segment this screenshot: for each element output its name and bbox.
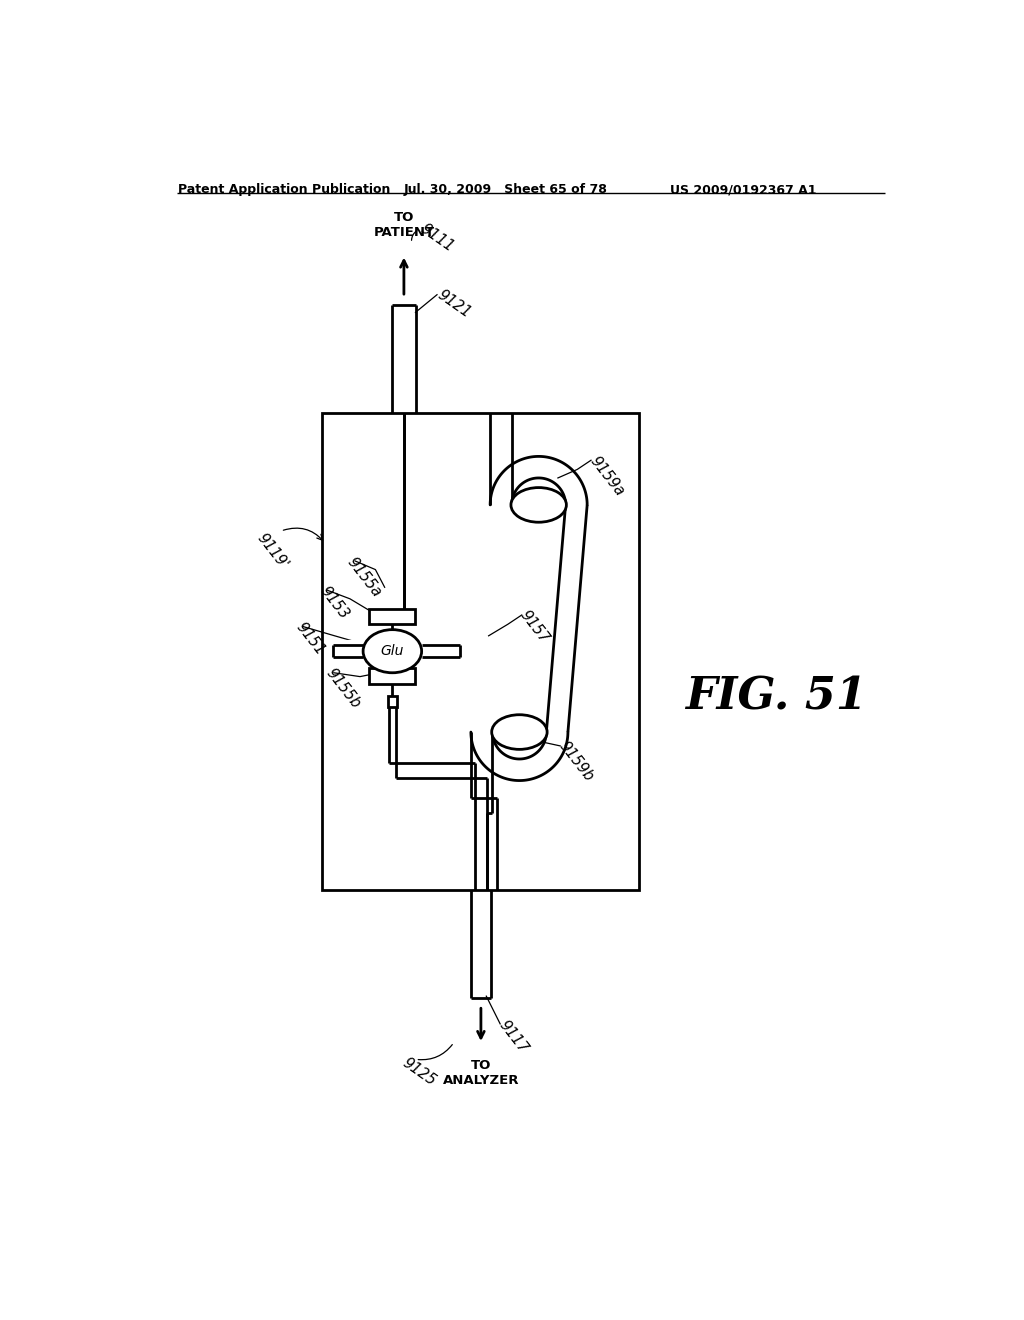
Text: 9119': 9119'	[254, 531, 291, 573]
Text: 9151: 9151	[293, 619, 327, 659]
Text: FIG. 51: FIG. 51	[685, 676, 867, 719]
Text: 9125: 9125	[399, 1055, 438, 1088]
Ellipse shape	[364, 630, 422, 673]
Text: TO
PATIENT: TO PATIENT	[374, 211, 434, 239]
Bar	[370, 668, 416, 684]
Ellipse shape	[511, 487, 566, 523]
Text: Glu: Glu	[381, 644, 404, 659]
Text: 9155a: 9155a	[344, 554, 384, 599]
Bar	[388, 696, 397, 706]
Bar	[370, 609, 416, 624]
Ellipse shape	[492, 714, 547, 750]
Text: 9159a: 9159a	[587, 454, 627, 499]
Text: 9157: 9157	[517, 609, 552, 647]
Text: 9159b: 9159b	[556, 739, 596, 784]
Text: TO
ANALYZER: TO ANALYZER	[442, 1059, 519, 1088]
Text: 9153: 9153	[317, 583, 352, 622]
Text: 9121: 9121	[434, 286, 473, 321]
Text: US 2009/0192367 A1: US 2009/0192367 A1	[670, 183, 816, 197]
Text: 9111: 9111	[418, 222, 457, 255]
Text: 9155b: 9155b	[324, 665, 364, 711]
Bar	[322, 413, 639, 890]
Text: Patent Application Publication: Patent Application Publication	[178, 183, 391, 197]
Text: 9117: 9117	[496, 1018, 530, 1056]
Text: Jul. 30, 2009   Sheet 65 of 78: Jul. 30, 2009 Sheet 65 of 78	[403, 183, 608, 197]
